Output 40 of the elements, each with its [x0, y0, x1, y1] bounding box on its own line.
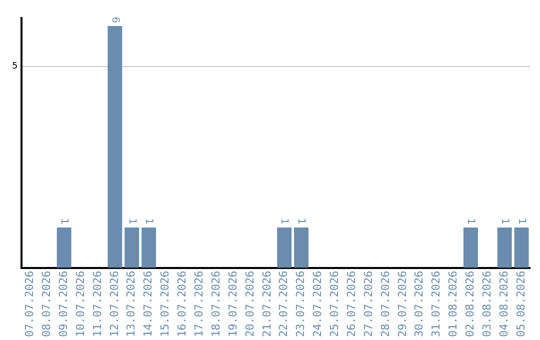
x-tick-label: 27.07.2026 — [362, 270, 375, 338]
data-label: 1 — [278, 218, 290, 224]
x-tick-label: 09.07.2026 — [56, 270, 70, 338]
x-tick-label: 23.07.2026 — [294, 270, 308, 338]
x-tick-label: 20.07.2026 — [243, 270, 256, 338]
x-tick-label: 11.07.2026 — [90, 270, 104, 338]
x-tick-label: 29.07.2026 — [396, 270, 409, 338]
x-tick-label: 02.08.2026 — [464, 270, 477, 338]
data-label: 1 — [498, 218, 510, 224]
data-label: 1 — [516, 218, 527, 224]
x-tick-label: 28.07.2026 — [378, 270, 392, 338]
data-label: 1 — [126, 218, 138, 224]
data-label: 1 — [143, 218, 154, 224]
x-tick-label: 17.07.2026 — [192, 270, 206, 338]
x-tick-label: 12.07.2026 — [108, 270, 121, 338]
x-tick-label: 19.07.2026 — [226, 270, 240, 338]
x-tick-label: 03.08.2026 — [480, 270, 494, 338]
data-label: 1 — [58, 218, 70, 224]
x-tick-label: 07.07.2026 — [23, 270, 36, 338]
x-tick-label: 14.07.2026 — [142, 270, 155, 338]
x-tick-label: 30.07.2026 — [412, 270, 426, 338]
x-tick-label: 22.07.2026 — [277, 270, 290, 338]
data-label: 1 — [465, 218, 476, 224]
data-label: 6 — [109, 16, 120, 24]
data-label: 1 — [296, 218, 307, 224]
x-tick-label: 26.07.2026 — [344, 270, 358, 338]
x-tick-label: 10.07.2026 — [74, 270, 87, 338]
x-tick-label: 13.07.2026 — [124, 270, 138, 338]
x-tick-label: 25.07.2026 — [328, 270, 342, 338]
x-tick-label: 16.07.2026 — [176, 270, 189, 338]
y-tick-label: 5 — [12, 62, 18, 72]
x-tick-label: 04.08.2026 — [497, 270, 510, 338]
x-tick-label: 05.08.2026 — [514, 270, 528, 338]
x-tick-label: 08.07.2026 — [40, 270, 53, 338]
x-tick-label: 18.07.2026 — [209, 270, 222, 338]
x-tick-label: 15.07.2026 — [158, 270, 172, 338]
x-tick-label: 24.07.2026 — [311, 270, 324, 338]
x-tick-label: 01.08.2026 — [446, 270, 460, 338]
x-tick-label: 31.07.2026 — [430, 270, 443, 338]
x-tick-label: 21.07.2026 — [260, 270, 274, 338]
